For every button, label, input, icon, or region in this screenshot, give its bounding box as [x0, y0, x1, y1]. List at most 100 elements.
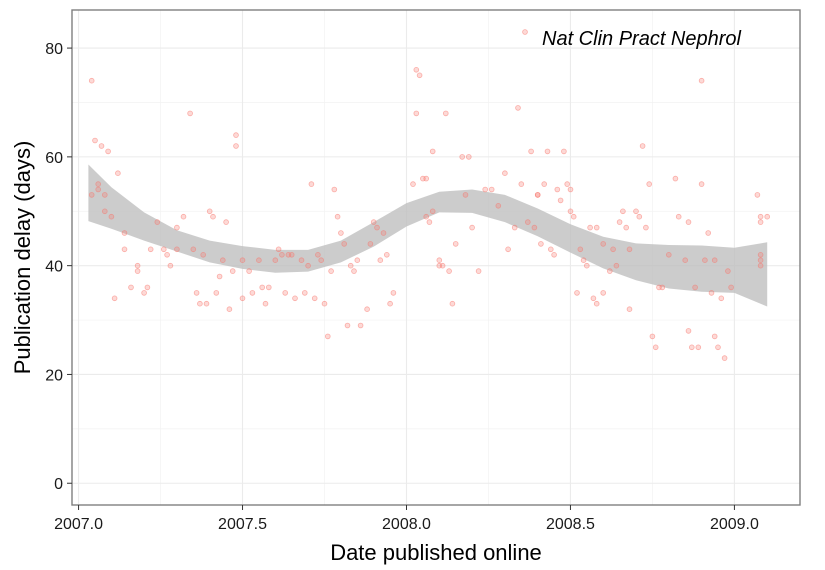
data-point — [685, 328, 692, 334]
data-point — [380, 230, 387, 236]
data-point — [757, 252, 764, 258]
data-point — [298, 257, 305, 264]
data-point — [374, 224, 380, 231]
data-point — [702, 257, 708, 264]
x-tick-label: 2008.5 — [546, 516, 595, 533]
data-point — [423, 213, 430, 220]
data-point — [505, 246, 511, 253]
data-point — [351, 268, 357, 274]
data-point — [354, 257, 361, 264]
data-point — [685, 219, 692, 225]
data-point — [606, 268, 613, 274]
data-point — [347, 262, 354, 269]
data-point — [429, 208, 436, 215]
data-point — [541, 181, 547, 187]
data-point — [305, 262, 311, 269]
data-point — [246, 268, 252, 274]
legend-key-point — [522, 29, 528, 35]
data-point — [357, 322, 364, 329]
data-point — [659, 284, 666, 291]
y-axis-title: Publication delay (days) — [10, 141, 35, 375]
data-point — [518, 181, 525, 187]
data-point — [757, 219, 764, 225]
data-point — [633, 208, 639, 215]
data-point — [547, 246, 554, 253]
data-point — [488, 186, 495, 193]
x-tick-label: 2007.5 — [218, 516, 267, 533]
data-point — [580, 257, 587, 264]
data-point — [410, 181, 416, 187]
data-point — [764, 213, 770, 220]
data-point — [531, 224, 538, 231]
data-point — [328, 268, 334, 274]
data-point — [180, 213, 187, 220]
data-point — [220, 257, 226, 264]
data-point — [675, 213, 682, 220]
data-point — [187, 110, 193, 117]
data-point — [439, 262, 446, 269]
axes: 2007.0 2007.5 2008.0 2008.5 2009.0 0 20 40 60 80 — [45, 41, 759, 533]
data-point — [757, 262, 764, 269]
data-point — [715, 344, 721, 351]
data-point — [754, 192, 761, 198]
data-point — [167, 262, 174, 269]
x-tick-label: 2008.0 — [382, 516, 431, 533]
data-point — [239, 295, 246, 302]
data-point — [449, 300, 456, 307]
data-point — [528, 148, 534, 155]
data-point — [511, 224, 518, 231]
data-point — [636, 213, 643, 220]
data-point — [551, 252, 557, 258]
data-point — [698, 181, 705, 187]
data-point — [134, 262, 141, 269]
data-point — [88, 77, 95, 84]
data-point — [554, 186, 561, 193]
data-point — [515, 105, 521, 111]
y-tick-label: 80 — [45, 41, 63, 58]
data-point — [279, 252, 285, 258]
y-tick-label: 60 — [45, 150, 63, 167]
data-point — [341, 241, 348, 247]
data-point — [626, 246, 633, 253]
data-point — [292, 295, 298, 302]
data-point — [88, 192, 95, 198]
data-point — [705, 230, 711, 236]
data-point — [567, 208, 574, 215]
data-point — [561, 148, 567, 155]
data-point — [108, 213, 115, 220]
data-point — [229, 268, 236, 274]
data-point — [610, 246, 616, 253]
data-point — [102, 192, 108, 198]
data-point — [692, 284, 698, 291]
data-point — [600, 290, 606, 296]
data-point — [718, 295, 725, 302]
data-point — [154, 219, 161, 225]
data-point — [210, 213, 216, 220]
data-point — [600, 241, 606, 247]
data-point — [288, 252, 295, 258]
data-point — [174, 224, 180, 231]
data-point — [469, 224, 475, 231]
y-tick-label: 40 — [45, 259, 63, 276]
data-point — [275, 246, 282, 253]
data-point — [265, 284, 272, 291]
data-point — [111, 295, 118, 302]
data-point — [538, 241, 544, 247]
data-point — [446, 268, 452, 274]
data-point — [121, 230, 128, 236]
data-point — [383, 252, 390, 258]
data-point — [272, 257, 279, 264]
data-point — [465, 154, 472, 160]
data-point — [387, 300, 393, 307]
data-point — [174, 246, 180, 253]
data-point — [711, 333, 718, 340]
data-point — [757, 213, 764, 220]
data-point — [544, 148, 551, 155]
data-point — [462, 192, 469, 198]
data-point — [206, 208, 213, 215]
x-axis-title: Date published online — [330, 540, 542, 565]
data-point — [318, 257, 325, 264]
data-point — [249, 290, 256, 296]
data-point — [239, 257, 246, 264]
